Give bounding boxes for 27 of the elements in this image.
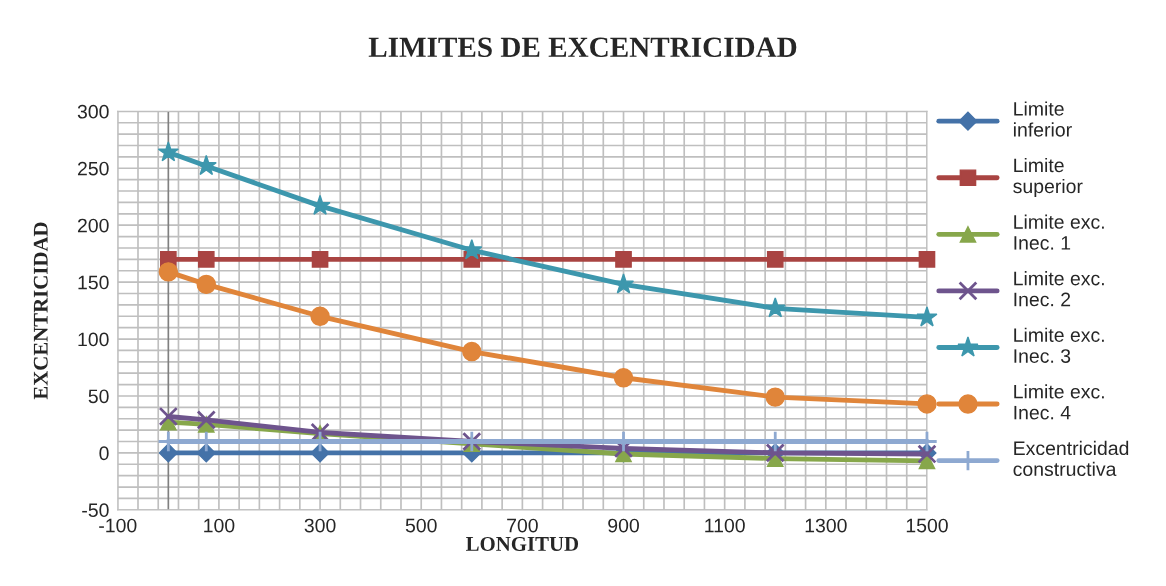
chart-title: LIMITES DE EXCENTRICIDAD <box>368 37 797 58</box>
y-tick-label: 150 <box>78 275 109 290</box>
x-tick-label: 100 <box>204 518 235 533</box>
x-tick-label: -100 <box>99 518 137 533</box>
x-tick-label: 1300 <box>805 518 847 533</box>
y-tick-label: 200 <box>77 218 109 233</box>
x-tick-label: 900 <box>608 518 639 533</box>
x-tick-label: 300 <box>304 518 336 533</box>
legend-label: Limite exc. Inec. 3 <box>1014 327 1104 363</box>
legend-label: Limite exc. Inec. 1 <box>1014 214 1104 250</box>
y-tick-label: 0 <box>99 446 109 461</box>
y-axis-title: EXCENTRICIDAD <box>33 222 48 400</box>
legend-label: Limite exc. Inec. 4 <box>1014 384 1104 420</box>
x-tick-label: 1500 <box>906 518 948 533</box>
x-axis-title: LONGITUD <box>466 536 579 551</box>
y-tick-label: -50 <box>82 503 109 518</box>
y-tick-label: 50 <box>88 389 109 404</box>
y-tick-label: 100 <box>78 332 109 347</box>
y-tick-label: 300 <box>77 104 109 119</box>
x-tick-label: 700 <box>507 518 538 533</box>
legend-label: Excentricidad constructiva <box>1013 440 1129 477</box>
legend-label: Limite exc. Inec. 2 <box>1014 271 1104 307</box>
y-tick-label: 250 <box>77 161 109 176</box>
legend-label: Limite superior <box>1013 157 1083 198</box>
x-tick-label: 1100 <box>705 518 745 533</box>
legend-label: Limite inferior <box>1013 101 1072 137</box>
x-tick-label: 500 <box>405 518 437 533</box>
